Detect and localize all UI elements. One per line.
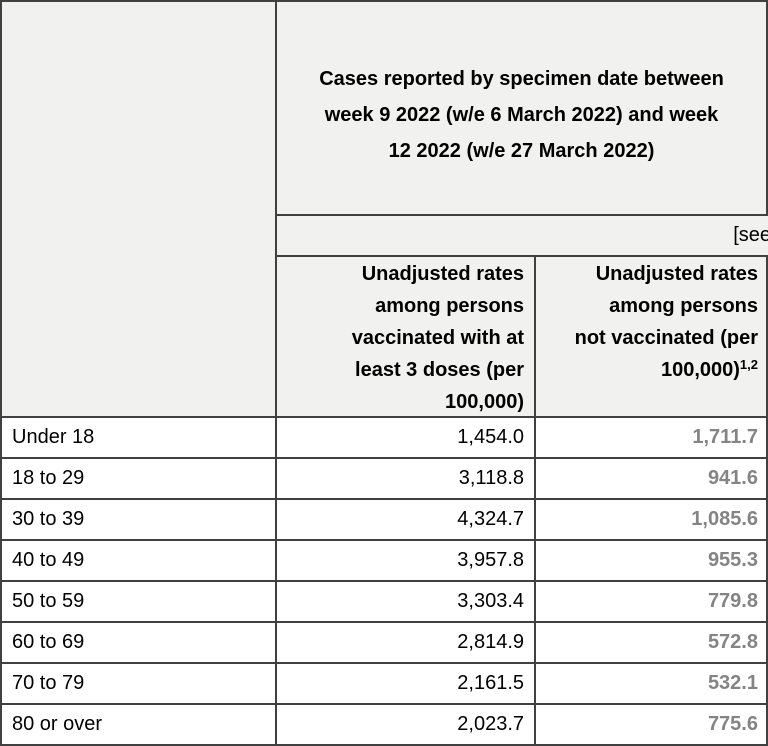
vaccinated-rate-40-to-49: 3,957.8 <box>277 541 536 582</box>
unvaccinated-header-last: 100,000) <box>660 359 740 381</box>
row-label-60-to-69: 60 to 69 <box>0 623 277 664</box>
row-label-30-to-39: 30 to 39 <box>0 500 277 541</box>
vaccinated-rate-50-to-59: 3,303.4 <box>277 582 536 623</box>
row-label-18-to-29: 18 to 29 <box>0 459 277 500</box>
title-line-1: Cases reported by specimen date between <box>319 68 724 90</box>
see-note-row: [see <box>277 216 768 257</box>
footnote-superscript: 1,2 <box>739 357 758 372</box>
row-label-50-to-59: 50 to 59 <box>0 582 277 623</box>
vaccinated-header-line-5: 100,000) <box>445 391 524 413</box>
corner-empty-cell <box>0 0 277 418</box>
unvaccinated-rate-50-to-59: 779.8 <box>536 582 768 623</box>
vaccinated-rate-18-to-29: 3,118.8 <box>277 459 536 500</box>
row-label-70-to-79: 70 to 79 <box>0 664 277 705</box>
row-label-40-to-49: 40 to 49 <box>0 541 277 582</box>
vaccinated-rate-under-18: 1,454.0 <box>277 418 536 459</box>
vaccinated-rate-60-to-69: 2,814.9 <box>277 623 536 664</box>
row-label-80-or-over: 80 or over <box>0 705 277 746</box>
column-header-vaccinated: Unadjusted rates among persons vaccinate… <box>277 257 536 418</box>
unvaccinated-header-line-1: Unadjusted rates <box>595 263 758 285</box>
vaccinated-header-line-1: Unadjusted rates <box>361 263 524 285</box>
unvaccinated-rate-60-to-69: 572.8 <box>536 623 768 664</box>
unvaccinated-rate-80-or-over: 775.6 <box>536 705 768 746</box>
row-label-under-18: Under 18 <box>0 418 277 459</box>
unvaccinated-header-line-3: not vaccinated (per <box>574 327 758 349</box>
vaccinated-header-line-2: among persons <box>375 295 524 317</box>
unvaccinated-rate-30-to-39: 1,085.6 <box>536 500 768 541</box>
unvaccinated-rate-18-to-29: 941.6 <box>536 459 768 500</box>
table-title-header: Cases reported by specimen date between … <box>277 0 768 216</box>
unvaccinated-header-line-2: among persons <box>609 295 758 317</box>
vaccinated-rate-80-or-over: 2,023.7 <box>277 705 536 746</box>
unvaccinated-rate-70-to-79: 532.1 <box>536 664 768 705</box>
unvaccinated-rate-40-to-49: 955.3 <box>536 541 768 582</box>
unvaccinated-rate-under-18: 1,711.7 <box>536 418 768 459</box>
vaccinated-header-line-3: vaccinated with at <box>351 327 524 349</box>
title-line-3: 12 2022 (w/e 27 March 2022) <box>388 140 655 162</box>
vaccinated-rate-70-to-79: 2,161.5 <box>277 664 536 705</box>
vaccinated-rate-30-to-39: 4,324.7 <box>277 500 536 541</box>
vaccinated-header-line-4: least 3 doses (per <box>355 359 524 381</box>
unvaccinated-header-line-4: 100,000)1,2 <box>660 357 758 381</box>
see-note-text: [see <box>733 224 768 246</box>
title-line-2: week 9 2022 (w/e 6 March 2022) and week <box>324 104 719 126</box>
column-header-unvaccinated: Unadjusted rates among persons not vacci… <box>536 257 768 418</box>
